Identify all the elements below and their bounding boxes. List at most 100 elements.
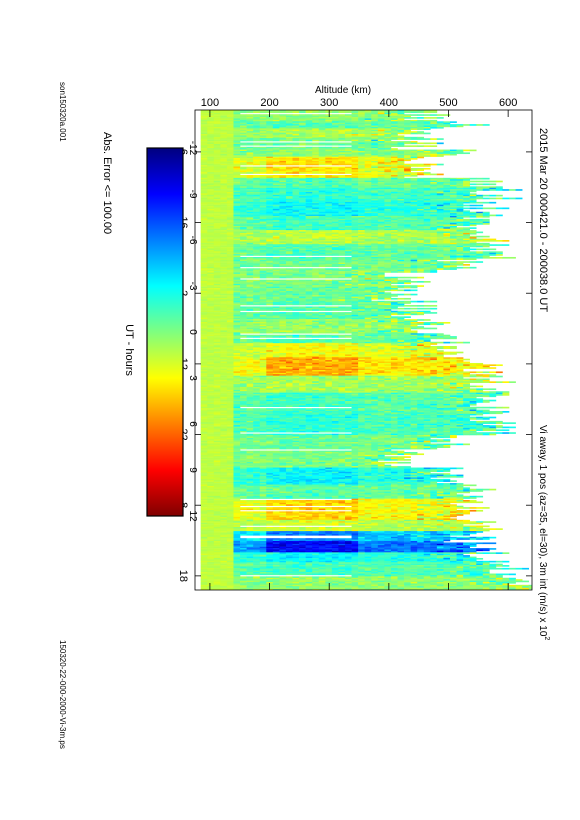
heatmap-cell — [436, 173, 444, 176]
heatmap-cell — [266, 234, 274, 237]
heatmap-cell — [430, 221, 438, 224]
heatmap-cell — [410, 234, 418, 237]
heatmap-cell — [338, 179, 346, 181]
heatmap-cell — [338, 281, 346, 283]
heatmap-cell — [200, 166, 208, 169]
heatmap-cell — [259, 210, 267, 212]
heatmap-cell — [443, 193, 451, 196]
heatmap-cell — [233, 295, 241, 297]
heatmap-cell — [233, 167, 241, 170]
heatmap-cell — [279, 203, 287, 205]
heatmap-cell — [397, 242, 405, 245]
heatmap-cell — [213, 199, 221, 201]
heatmap-cell — [240, 240, 247, 242]
heatmap-cell — [351, 285, 359, 287]
heatmap-cell — [312, 262, 320, 265]
heatmap-cell — [384, 182, 392, 184]
heatmap-cell — [338, 293, 346, 296]
heatmap-cell — [240, 162, 247, 164]
heatmap-cell — [200, 165, 208, 167]
heatmap-cell — [285, 223, 293, 225]
heatmap-cell — [253, 142, 261, 145]
heatmap-cell — [226, 129, 234, 132]
heatmap-cell — [397, 289, 405, 292]
heatmap-cell — [404, 119, 411, 122]
heatmap-cell — [240, 184, 247, 187]
heatmap-cell — [345, 114, 352, 116]
heatmap-cell — [449, 194, 457, 197]
heatmap-cell — [226, 211, 234, 214]
heatmap-cell — [345, 213, 352, 215]
heatmap-cell — [390, 125, 398, 128]
heatmap-cell — [377, 272, 385, 275]
heatmap-cell — [463, 231, 470, 234]
heatmap-cell — [430, 240, 438, 242]
heatmap-cell — [364, 262, 372, 265]
heatmap-cell — [233, 265, 241, 268]
heatmap-cell — [253, 232, 261, 235]
heatmap-cell — [220, 110, 228, 112]
heatmap-cell — [463, 235, 470, 238]
heatmap-cell — [436, 203, 444, 205]
heatmap-cell — [253, 272, 261, 275]
heatmap-cell — [246, 155, 254, 157]
heatmap-cell — [272, 227, 280, 229]
heatmap-cell — [345, 240, 352, 242]
heatmap-cell — [226, 279, 234, 282]
heatmap-cell — [285, 159, 293, 162]
heatmap-cell — [207, 182, 215, 184]
heatmap-cell — [292, 134, 300, 136]
heatmap-cell — [404, 264, 411, 266]
heatmap-cell — [410, 266, 418, 269]
heatmap-cell — [331, 256, 339, 259]
heatmap-cell — [299, 186, 306, 188]
heatmap-cell — [384, 150, 392, 153]
heatmap-cell — [233, 234, 241, 237]
heatmap-cell — [397, 234, 405, 237]
heatmap-cell — [345, 131, 352, 133]
heatmap-cell — [305, 215, 313, 218]
heatmap-cell — [436, 224, 444, 227]
heatmap-cell — [207, 166, 215, 169]
heatmap-cell — [292, 254, 300, 256]
heatmap-cell — [456, 208, 464, 211]
heatmap-cell — [449, 262, 457, 265]
heatmap-cell — [272, 271, 280, 273]
heatmap-cell — [266, 150, 274, 153]
heatmap-cell — [338, 125, 346, 128]
heatmap-cell — [213, 193, 221, 196]
heatmap-cell — [397, 153, 405, 156]
heatmap-cell — [456, 223, 464, 225]
heatmap-cell — [371, 152, 379, 155]
heatmap-cell — [384, 175, 392, 177]
heatmap-cell — [200, 114, 208, 116]
heatmap-cell — [200, 215, 208, 218]
heatmap-cell — [200, 214, 208, 217]
heatmap-cell — [207, 111, 215, 114]
heatmap-cell — [299, 124, 306, 126]
heatmap-cell — [207, 255, 215, 258]
heatmap-cell — [200, 132, 208, 135]
heatmap-cell — [266, 135, 274, 138]
heatmap-cell — [443, 200, 451, 203]
heatmap-cell — [266, 167, 274, 170]
heatmap-cell — [377, 268, 385, 270]
heatmap-cell — [305, 258, 313, 261]
heatmap-cell — [371, 290, 379, 293]
heatmap-cell — [207, 281, 215, 283]
heatmap-cell — [351, 190, 359, 193]
heatmap-cell — [338, 249, 346, 252]
heatmap-cell — [272, 217, 280, 220]
heatmap-cell — [200, 265, 208, 268]
heatmap-cell — [443, 240, 451, 242]
heatmap-cell — [463, 254, 470, 256]
heatmap-cell — [312, 129, 320, 132]
heatmap-cell — [436, 230, 444, 232]
heatmap-cell — [377, 189, 385, 191]
heatmap-cell — [325, 225, 333, 228]
heatmap-cell — [233, 152, 241, 155]
heatmap-cell — [299, 273, 306, 276]
heatmap-cell — [246, 258, 254, 261]
heatmap-cell — [213, 128, 221, 131]
heatmap-cell — [266, 189, 274, 191]
